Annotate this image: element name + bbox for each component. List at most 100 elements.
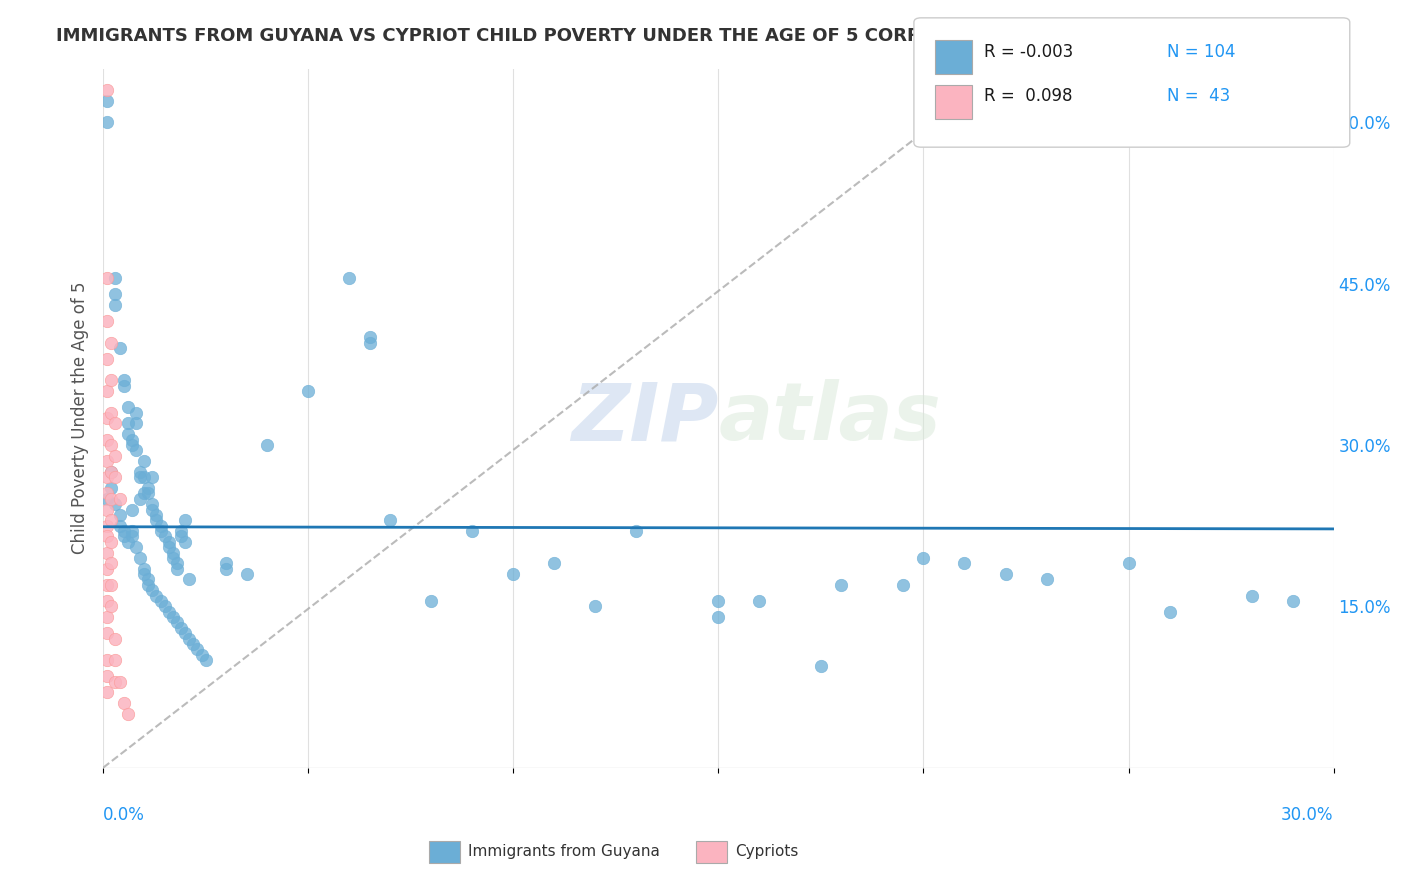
Point [149,518,172,533]
Point [170,621,193,635]
Point [100,557,122,571]
Point [1240,589,1263,603]
Point [125,417,148,431]
Text: Cypriots: Cypriots [735,845,799,859]
Point [166,562,188,576]
Point [96,594,118,608]
Point [96,653,118,667]
Point [129,551,152,566]
Point [96,669,118,683]
Point [166,615,188,630]
Point [380,513,402,527]
Point [112,696,135,710]
Point [117,417,139,431]
Text: 0.0%: 0.0% [103,806,145,824]
Point [96,502,118,516]
Point [141,502,163,516]
Point [100,578,122,592]
Point [112,379,135,393]
Point [96,518,118,533]
Point [190,648,212,662]
Point [157,540,180,554]
Point [96,545,118,559]
Point [145,513,167,527]
Point [96,384,118,399]
Point [179,632,201,646]
Point [100,335,122,350]
Text: R = -0.003: R = -0.003 [984,43,1073,61]
Text: N =  43: N = 43 [1167,87,1230,105]
Point [96,433,118,447]
Point [174,534,197,549]
Point [174,626,197,640]
Point [502,567,524,582]
Point [96,271,118,285]
Point [129,465,152,479]
Point [108,491,131,506]
Point [153,529,176,543]
Point [100,491,122,506]
Point [117,706,139,721]
Point [96,491,118,506]
Text: Immigrants from Guyana: Immigrants from Guyana [468,845,659,859]
Point [100,406,122,420]
Point [104,417,127,431]
Point [136,573,159,587]
Point [125,443,148,458]
Point [420,594,443,608]
Point [145,589,167,603]
Point [162,551,184,566]
Point [96,486,118,500]
Point [104,470,127,484]
Point [121,524,143,538]
Point [707,610,730,624]
Point [112,524,135,538]
Point [194,653,217,667]
Point [337,271,360,285]
Text: N = 104: N = 104 [1167,43,1236,61]
Point [994,567,1017,582]
Y-axis label: Child Poverty Under the Age of 5: Child Poverty Under the Age of 5 [72,282,89,554]
Point [104,287,127,301]
Point [1159,605,1181,619]
Point [96,610,118,624]
Point [136,486,159,500]
Point [129,470,152,484]
Point [96,115,118,129]
Point [235,567,257,582]
Point [626,524,648,538]
Point [100,534,122,549]
Point [117,401,139,415]
Point [108,674,131,689]
Point [121,433,143,447]
Point [157,605,180,619]
Point [96,411,118,425]
Point [134,562,156,576]
Point [912,551,935,566]
Point [96,626,118,640]
Point [100,513,122,527]
Point [149,524,172,538]
Point [96,83,118,97]
Point [170,529,193,543]
Point [162,545,184,559]
Point [297,384,319,399]
Point [256,438,278,452]
Point [100,465,122,479]
Point [96,685,118,699]
Point [748,594,770,608]
Point [810,658,832,673]
Point [830,578,852,592]
Text: 30.0%: 30.0% [1281,806,1334,824]
Point [104,298,127,312]
Point [953,557,976,571]
Point [100,374,122,388]
Point [157,534,180,549]
Point [100,438,122,452]
Point [125,406,148,420]
Point [543,557,565,571]
Point [170,524,193,538]
Point [153,599,176,614]
Point [583,599,606,614]
Point [129,491,152,506]
